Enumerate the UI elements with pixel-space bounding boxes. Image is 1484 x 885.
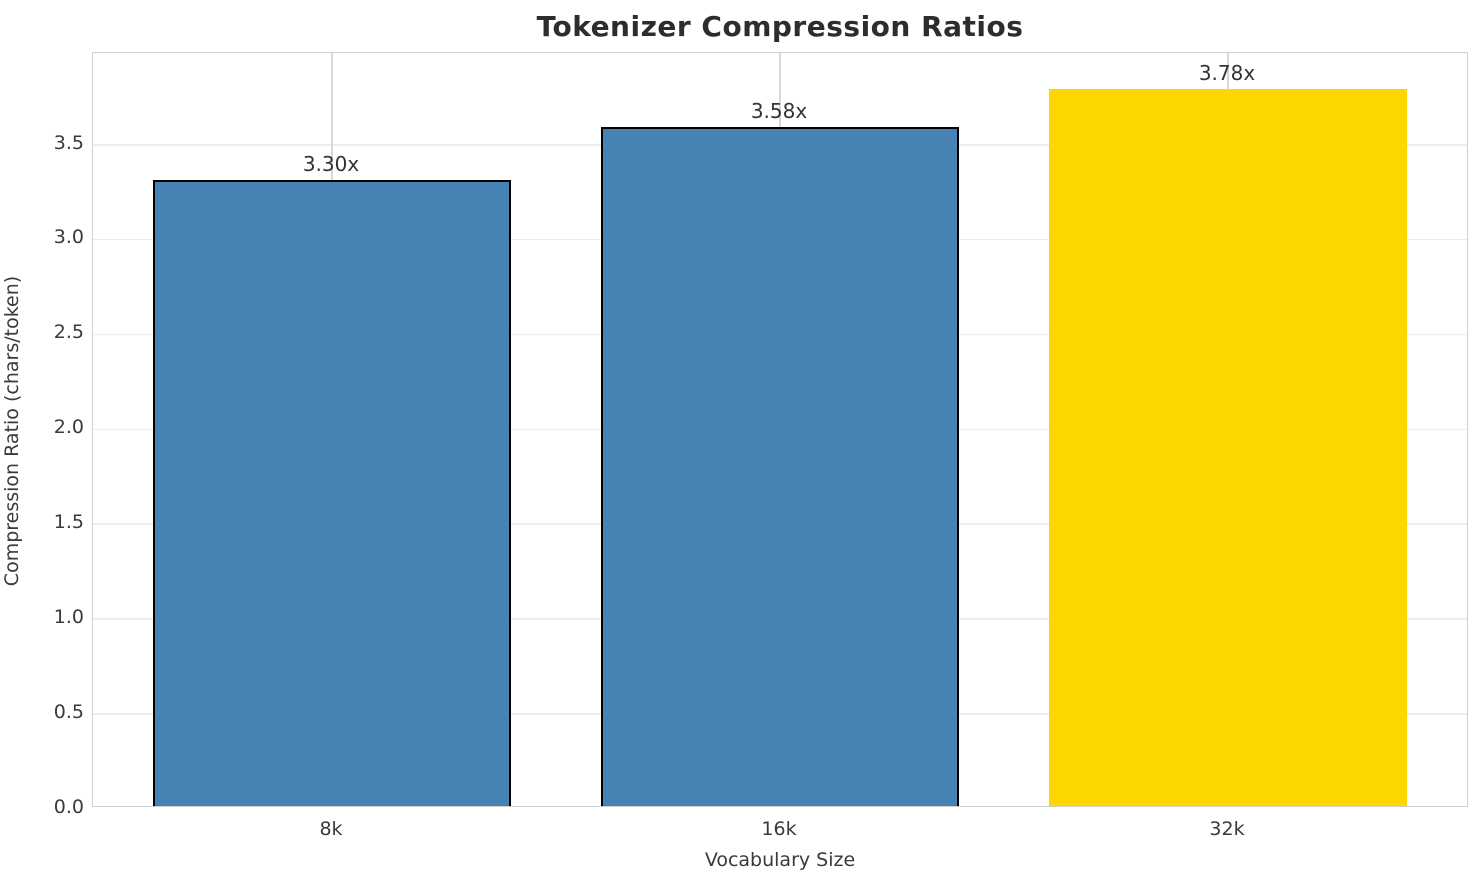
y-tick-label: 0.0 [53,795,84,818]
y-tick-label: 0.5 [53,700,84,723]
bar-8k [153,180,511,806]
y-tick-label: 2.0 [53,416,84,439]
y-axis-label: Compression Ratio (chars/token) [1,275,23,587]
bar-16k [601,126,959,806]
bar-value-label: 3.30x [302,151,360,176]
x-tick-label-8k: 8k [319,818,343,840]
x-axis-label: Vocabulary Size [704,849,856,871]
bar-value-label: 3.78x [1198,60,1256,85]
y-tick-label: 2.5 [53,321,84,344]
chart-title: Tokenizer Compression Ratios [536,10,1024,43]
plot-area [92,52,1468,807]
y-tick-label: 1.5 [53,510,84,533]
x-tick-label-16k: 16k [761,818,797,840]
x-tick-label-32k: 32k [1209,818,1245,840]
y-tick-label: 3.5 [53,131,84,154]
bar-32k [1049,88,1407,806]
y-tick-label: 3.0 [53,226,84,249]
y-tick-label: 1.0 [53,605,84,628]
bar-value-label: 3.58x [750,98,808,123]
